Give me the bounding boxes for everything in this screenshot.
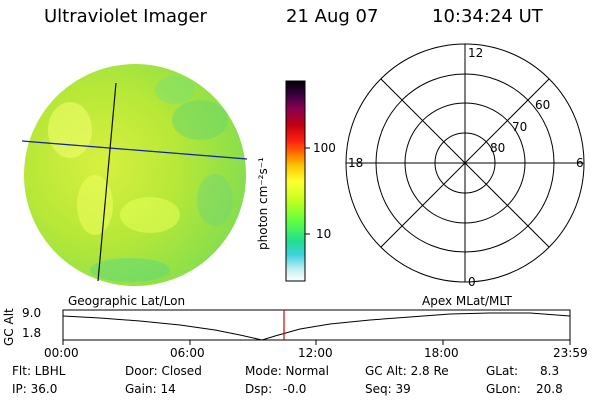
status-mode: Mode: Normal [245,364,329,378]
timeline-left-title: Geographic Lat/Lon [68,294,186,308]
status-glat-value: 8.3 [540,364,560,378]
timeline-plot [62,309,571,345]
status-gc-alt: GC Alt: 2.8 Re [365,364,449,378]
clock-label-0: 0 [468,275,476,289]
clock-label-18: 18 [348,156,364,170]
status-filter: Flt: LBHL [12,364,66,378]
date-label: 21 Aug 07 [286,6,379,27]
time-tick-0000: 00:00 [44,346,79,360]
status-dsp-value: -0.0 [283,382,307,396]
time-tick-0600: 06:00 [170,346,205,360]
time-label: 10:34:24 UT [432,6,543,27]
status-seq: Seq: 39 [365,382,411,396]
time-tick-1200: 12:00 [298,346,333,360]
ring-label-70: 70 [512,120,528,134]
colorbar-tick-10: 10 [316,227,332,241]
colorbar-tick-100: 100 [313,141,336,155]
timeline-y-max: 9.0 [22,306,42,320]
time-tick-1800: 18:00 [424,346,459,360]
timeline-right-title: Apex MLat/MLT [422,294,512,308]
uv-image-disk [21,64,248,286]
status-glon-label: GLon: [486,382,521,396]
status-glat-label: GLat: [486,364,519,378]
ring-label-60: 60 [535,98,551,112]
time-tick-2359: 23:59 [553,346,588,360]
status-door: Door: Closed [125,364,202,378]
status-gain: Gain: 14 [125,382,176,396]
instrument-title: Ultraviolet Imager [44,6,207,27]
clock-label-12: 12 [468,46,484,60]
ring-label-80: 80 [490,141,506,155]
timeline-y-min: 1.8 [22,326,42,340]
timeline-axis-label: GC Alt [2,308,16,346]
clock-label-6: 6 [576,156,584,170]
status-glon-value: 20.8 [536,382,563,396]
polar-plot [345,43,585,283]
status-dsp-label: Dsp: [245,382,273,396]
colorbar [285,80,310,282]
colorbar-unit-label: photon cm⁻²s⁻¹ [256,157,270,250]
status-ip: IP: 36.0 [12,382,58,396]
